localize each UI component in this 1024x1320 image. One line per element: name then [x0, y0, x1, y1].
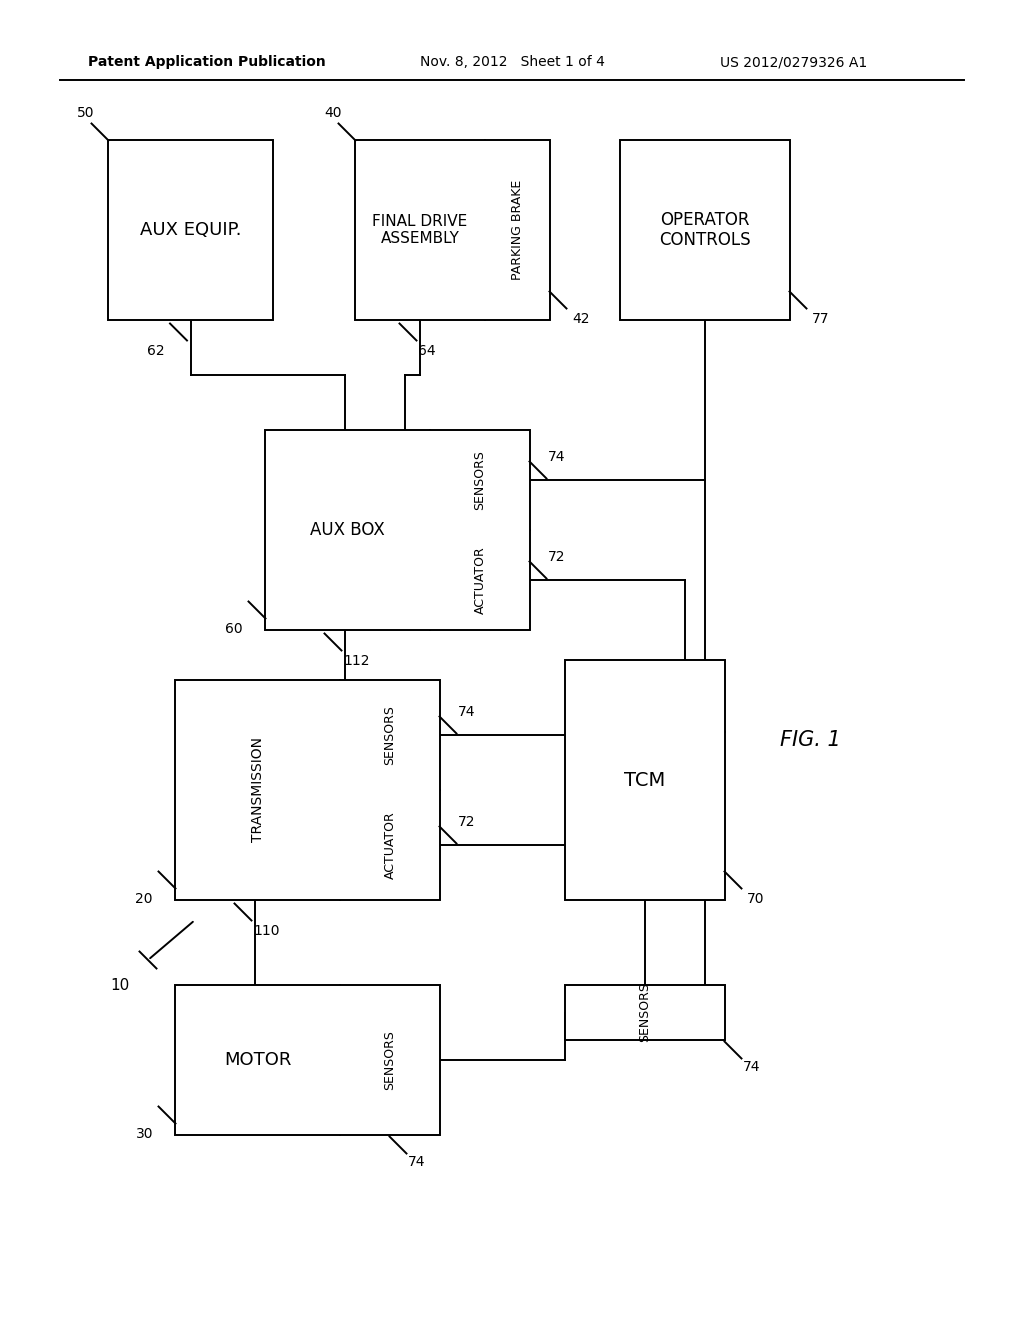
Bar: [108, 140, 273, 319]
Text: 50: 50: [77, 106, 95, 120]
Bar: [620, 140, 790, 319]
Text: AUX EQUIP.: AUX EQUIP.: [139, 220, 242, 239]
Bar: [355, 140, 550, 319]
Text: OPERATOR
CONTROLS: OPERATOR CONTROLS: [659, 211, 751, 249]
Text: 110: 110: [253, 924, 280, 939]
Text: 74: 74: [743, 1060, 761, 1074]
Text: 74: 74: [458, 705, 475, 719]
Text: MOTOR: MOTOR: [224, 1051, 291, 1069]
Text: 42: 42: [572, 312, 590, 326]
Text: 74: 74: [548, 450, 565, 465]
Text: 20: 20: [135, 892, 153, 906]
Text: FINAL DRIVE
ASSEMBLY: FINAL DRIVE ASSEMBLY: [373, 214, 468, 247]
Text: 62: 62: [146, 345, 165, 358]
Text: 64: 64: [418, 345, 435, 358]
Bar: [565, 985, 725, 1040]
Text: AUX BOX: AUX BOX: [310, 521, 385, 539]
Text: Patent Application Publication: Patent Application Publication: [88, 55, 326, 69]
Text: 40: 40: [325, 106, 342, 120]
Bar: [565, 660, 725, 900]
Bar: [175, 985, 440, 1135]
Text: FIG. 1: FIG. 1: [779, 730, 841, 750]
Text: ACTUATOR: ACTUATOR: [473, 546, 486, 614]
Text: SENSORS: SENSORS: [639, 982, 651, 1043]
Text: Nov. 8, 2012   Sheet 1 of 4: Nov. 8, 2012 Sheet 1 of 4: [420, 55, 605, 69]
Text: 10: 10: [111, 978, 130, 993]
Text: 30: 30: [135, 1127, 153, 1140]
Text: PARKING BRAKE: PARKING BRAKE: [511, 180, 524, 280]
Text: US 2012/0279326 A1: US 2012/0279326 A1: [720, 55, 867, 69]
Text: TRANSMISSION: TRANSMISSION: [251, 738, 264, 842]
Text: 77: 77: [812, 312, 829, 326]
Text: SENSORS: SENSORS: [473, 450, 486, 510]
Text: SENSORS: SENSORS: [384, 1030, 396, 1090]
Text: 112: 112: [343, 653, 370, 668]
Text: 70: 70: [746, 892, 765, 906]
Text: 74: 74: [408, 1155, 426, 1170]
Text: 72: 72: [548, 550, 565, 564]
Text: SENSORS: SENSORS: [384, 705, 396, 764]
Text: 72: 72: [458, 814, 475, 829]
Text: ACTUATOR: ACTUATOR: [384, 810, 396, 879]
Text: 60: 60: [225, 622, 243, 636]
Text: TCM: TCM: [625, 771, 666, 789]
Bar: [175, 680, 440, 900]
Bar: [265, 430, 530, 630]
